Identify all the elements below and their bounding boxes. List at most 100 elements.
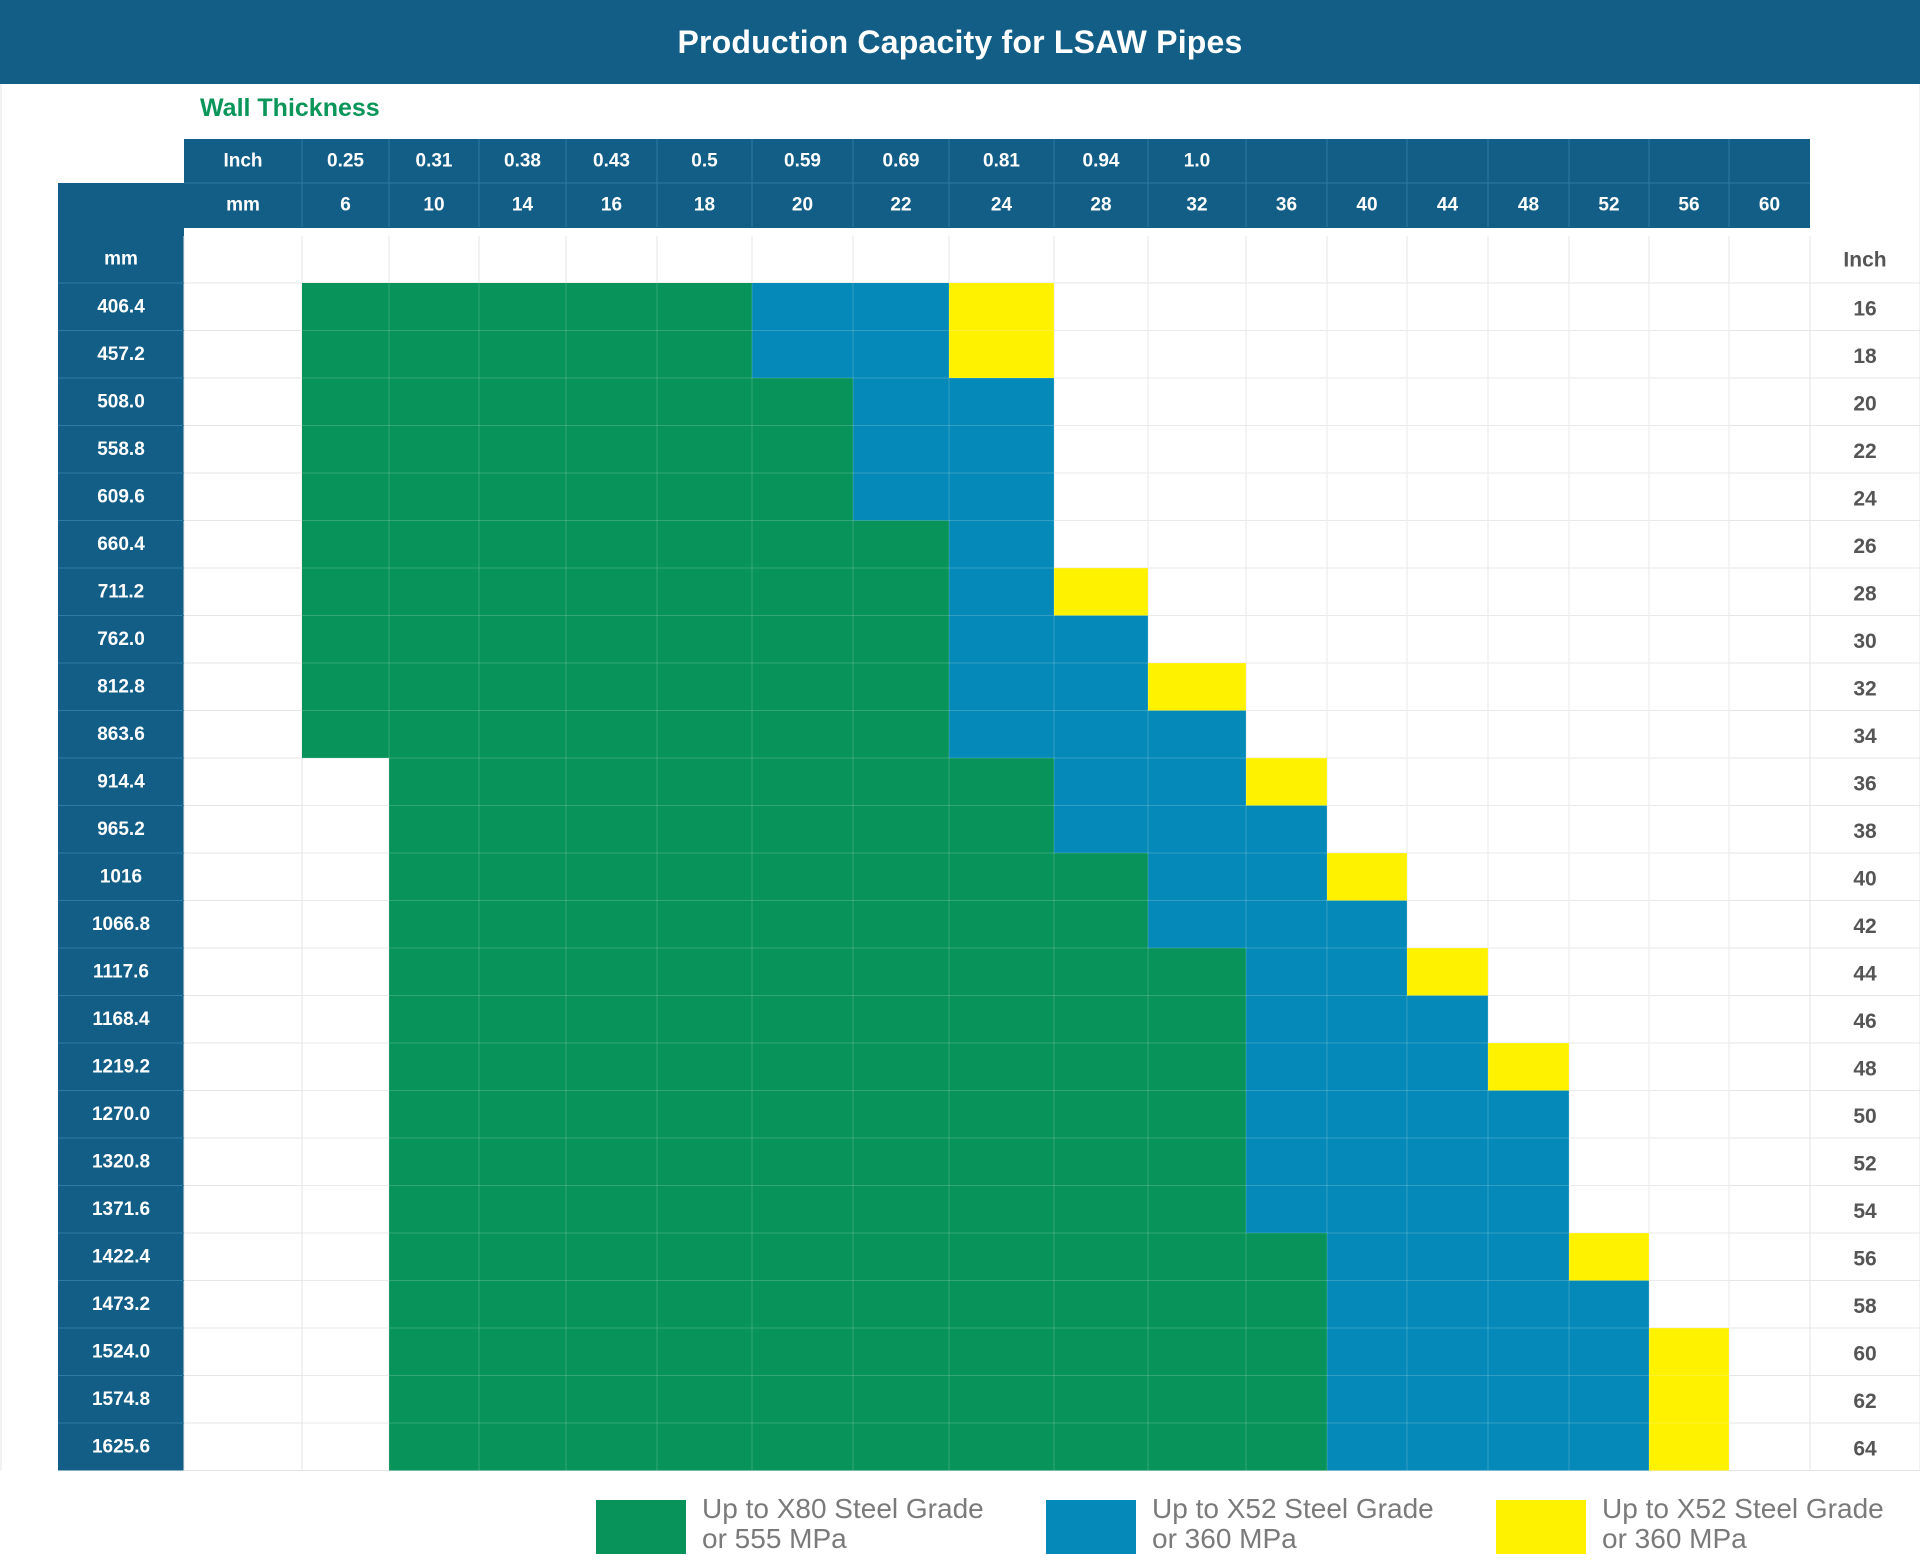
capacity-cell [752,995,853,1043]
capacity-cell [1054,710,1148,758]
capacity-cell [1327,1185,1407,1233]
capacity-cell [949,758,1054,806]
diameter-mm-label: 812.8 [97,676,145,697]
capacity-cell [1054,853,1148,901]
diameter-mm-label: 762.0 [97,629,145,650]
capacity-cell [302,710,389,758]
capacity-cell [657,1043,752,1091]
capacity-cell [479,948,566,996]
capacity-cell [1569,1423,1649,1471]
legend-line2: or 360 MPa [1602,1523,1747,1554]
thickness-mm-label: 44 [1437,195,1459,216]
capacity-cell [479,1375,566,1423]
capacity-cell [1407,1423,1488,1471]
capacity-cell [1407,948,1488,996]
capacity-cell [853,615,949,663]
diameter-inch-label: 34 [1853,725,1877,748]
capacity-cell [389,853,479,901]
capacity-cell [1649,1375,1729,1423]
thickness-mm-label: 32 [1186,195,1207,216]
capacity-cell [1246,900,1327,948]
capacity-cell [1054,1185,1148,1233]
diameter-mm-label: 1473.2 [92,1294,150,1315]
capacity-cell [853,1043,949,1091]
capacity-cell [389,995,479,1043]
diameter-mm-label: 1066.8 [92,914,150,935]
capacity-cell [1327,1328,1407,1376]
diameter-inch-label: 36 [1853,772,1876,795]
capacity-cell [479,853,566,901]
capacity-cell [302,283,389,331]
thickness-inch-label: 0.59 [784,151,821,172]
capacity-cell [752,1185,853,1233]
capacity-cell [1054,758,1148,806]
capacity-cell [949,1328,1054,1376]
capacity-cell [389,1280,479,1328]
capacity-cell [566,1043,657,1091]
capacity-cell [1148,710,1246,758]
capacity-cell [389,805,479,853]
capacity-cell [949,663,1054,711]
diameter-mm-label: 1371.6 [92,1199,150,1220]
capacity-cell [853,568,949,616]
thickness-mm-label: 56 [1678,195,1699,216]
capacity-cell [853,520,949,568]
capacity-cell [657,710,752,758]
capacity-cell [1488,1423,1569,1471]
capacity-cell [1327,1043,1407,1091]
capacity-cell [657,1280,752,1328]
capacity-cell [1327,1233,1407,1281]
capacity-cell [566,1090,657,1138]
thickness-mm-label: 60 [1759,195,1780,216]
capacity-cell [479,425,566,473]
wall-thickness-label: Wall Thickness [200,94,380,122]
capacity-cell [389,900,479,948]
capacity-cell [566,948,657,996]
capacity-cell [389,615,479,663]
capacity-cell [566,758,657,806]
diameter-inch-label: 22 [1853,440,1876,463]
capacity-cell [853,853,949,901]
capacity-cell [949,1423,1054,1471]
capacity-cell [1569,1328,1649,1376]
capacity-cell [1327,900,1407,948]
diameter-inch-label: 46 [1853,1010,1876,1033]
capacity-cell [566,1280,657,1328]
capacity-cell [853,330,949,378]
capacity-cell [1407,1328,1488,1376]
diameter-mm-label: 1320.8 [92,1151,150,1172]
thickness-mm-label: 36 [1276,195,1297,216]
capacity-cell [1054,615,1148,663]
capacity-cell [752,1090,853,1138]
capacity-cell [302,378,389,426]
capacity-cell [479,805,566,853]
capacity-cell [1148,853,1246,901]
capacity-cell [389,1043,479,1091]
capacity-cell [752,283,853,331]
diameter-inch-label: 52 [1853,1152,1876,1175]
diameter-inch-label: 44 [1853,962,1877,985]
capacity-cell [566,1185,657,1233]
capacity-cell [853,948,949,996]
legend-line1: Up to X52 Steel Grade [1602,1493,1884,1524]
capacity-cell [1246,758,1327,806]
capacity-cell [1488,1280,1569,1328]
capacity-cell [752,758,853,806]
capacity-cell [657,948,752,996]
capacity-cell [389,663,479,711]
capacity-cell [479,758,566,806]
capacity-cell [1054,663,1148,711]
capacity-cell [1148,663,1246,711]
capacity-cell [1246,1138,1327,1186]
diameter-mm-label: 711.2 [98,581,145,602]
capacity-cell [566,710,657,758]
capacity-cell [657,283,752,331]
capacity-cell [566,330,657,378]
capacity-cell [1488,1138,1569,1186]
diameter-mm-band [58,183,184,1471]
capacity-cell [389,948,479,996]
capacity-cell [1246,995,1327,1043]
legend-text-x80: Up to X80 Steel Grade or 555 MPa [702,1494,984,1554]
capacity-cell [1649,1423,1729,1471]
thickness-inch-label: 0.94 [1083,151,1120,172]
